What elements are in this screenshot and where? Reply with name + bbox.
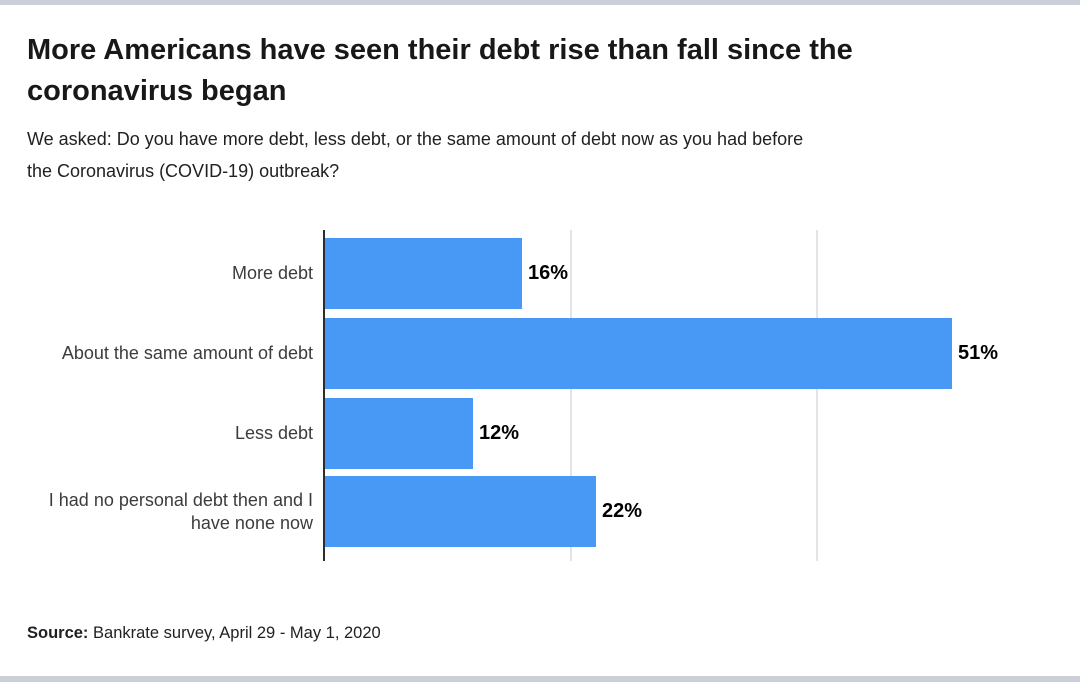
chart-subtitle: We asked: Do you have more debt, less de…	[27, 129, 804, 181]
bar-more-debt[interactable]	[325, 238, 522, 309]
gridline-20pct	[570, 230, 572, 561]
source-text: Bankrate survey, April 29 - May 1, 2020	[93, 624, 381, 642]
value-label-about-the-same-amount-of-debt: 51%	[958, 342, 999, 364]
y-axis-line	[323, 230, 325, 561]
category-label-more-debt: More debt	[231, 263, 313, 283]
top-border	[0, 0, 1080, 5]
category-label-about-the-same-amount-of-debt: About the same amount of debt	[61, 343, 313, 363]
source-note: Source: Bankrate survey, April 29 - May …	[27, 624, 381, 643]
category-label-less-debt: Less debt	[234, 423, 313, 443]
bar-chart: More debt 16% About the same amount of deb…	[49, 230, 1063, 561]
bar-less-debt[interactable]	[325, 398, 473, 469]
source-label: Source:	[27, 624, 89, 642]
value-label-more-debt: 16%	[528, 262, 569, 284]
value-label-less-debt: 12%	[479, 422, 520, 444]
value-label-i-had-no-personal-debt-then-and-i-have-none-now: 22%	[602, 500, 643, 522]
bar-about-the-same-amount-of-debt[interactable]	[325, 318, 952, 389]
bar-i-had-no-personal-debt-then-and-i-have-none-now[interactable]	[325, 476, 596, 547]
gridline-40pct	[816, 230, 818, 561]
category-label-i-had-no-personal-debt-then-and-i-have-none-now: I had no personal debt then and I have n…	[48, 489, 313, 533]
bottom-border	[0, 676, 1080, 682]
chart-title: More Americans have seen their debt rise…	[27, 34, 853, 107]
